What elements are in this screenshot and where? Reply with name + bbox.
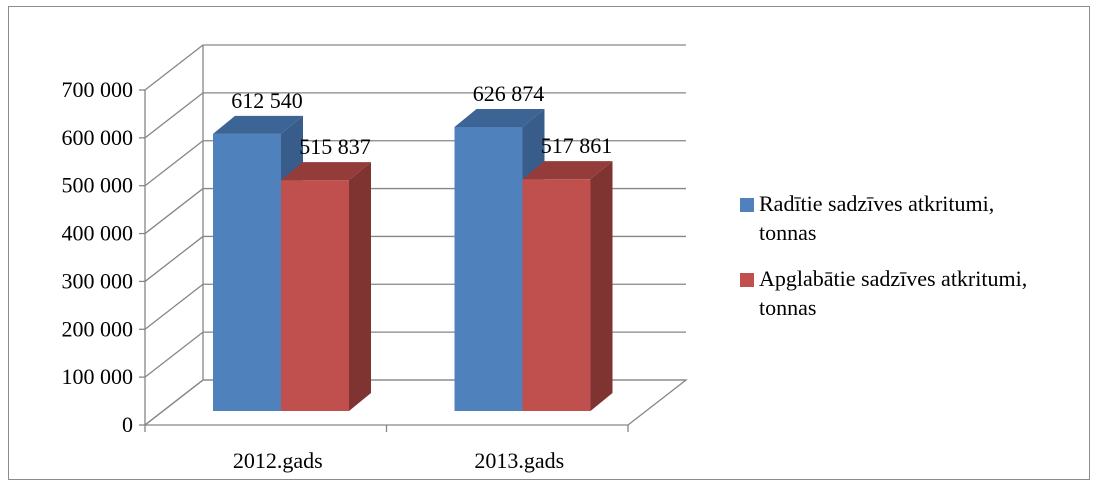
x-tick-label-0: 2012.gads: [233, 448, 323, 473]
bar-side-1-1: [590, 161, 613, 411]
gridline-side: [144, 235, 204, 282]
legend-label-1: Apglabātie sadzīves atkritumi,: [759, 266, 1027, 291]
gridline-side: [144, 379, 204, 426]
y-tick-label: 700 000: [62, 77, 134, 102]
legend: Radītie sadzīves atkritumi, tonnas Apglabā…: [740, 191, 1027, 320]
data-label-0-0: 612 540: [231, 88, 303, 113]
gridline-side: [144, 283, 204, 330]
gridline-side: [144, 92, 204, 139]
legend-label-0: tonnas: [759, 220, 816, 245]
bar-top-1-1: [522, 161, 613, 180]
bar-front-1-1: [522, 179, 591, 411]
bar-front-0-0: [213, 133, 281, 412]
data-label-1-1: 517 861: [541, 133, 613, 158]
bar-front-0-1: [454, 126, 523, 411]
y-tick-label: 600 000: [62, 125, 134, 150]
y-tick-label: 500 000: [62, 173, 134, 198]
gridline-side: [144, 140, 204, 187]
axes: [139, 89, 629, 432]
y-axis-tick-labels: 0 100 000 200 000 300 000 400 000 500 000 600 …: [62, 77, 134, 437]
legend-swatch-0: [740, 198, 754, 212]
bar-side-1-0: [349, 162, 371, 411]
gridline-side: [144, 188, 204, 235]
legend-label-1: tonnas: [759, 295, 816, 320]
data-labels: 612 540 515 837 626 874 517 861: [231, 81, 612, 159]
bar-front-1-0: [281, 180, 349, 411]
data-label-0-1: 626 874: [473, 81, 545, 106]
y-tick-label: 200 000: [62, 316, 134, 341]
data-label-1-0: 515 837: [299, 134, 371, 159]
x-tick-label-1: 2013.gads: [474, 448, 564, 473]
bar-top-0-1: [454, 108, 545, 127]
legend-swatch-1: [740, 273, 754, 287]
gridline-side: [144, 331, 204, 378]
x-axis-tick-labels: 2012.gads 2013.gads: [233, 448, 564, 473]
y-tick-label: 100 000: [62, 364, 134, 389]
y-tick-label: 400 000: [62, 221, 134, 246]
gridline-side: [144, 44, 204, 91]
bar-top-1-0: [281, 162, 371, 181]
y-tick-label: 300 000: [62, 268, 134, 293]
legend-label-0: Radītie sadzīves atkritumi,: [759, 191, 994, 216]
bars: [213, 108, 613, 412]
bar-top-0-0: [213, 115, 303, 134]
y-tick-label: 0: [122, 412, 133, 437]
